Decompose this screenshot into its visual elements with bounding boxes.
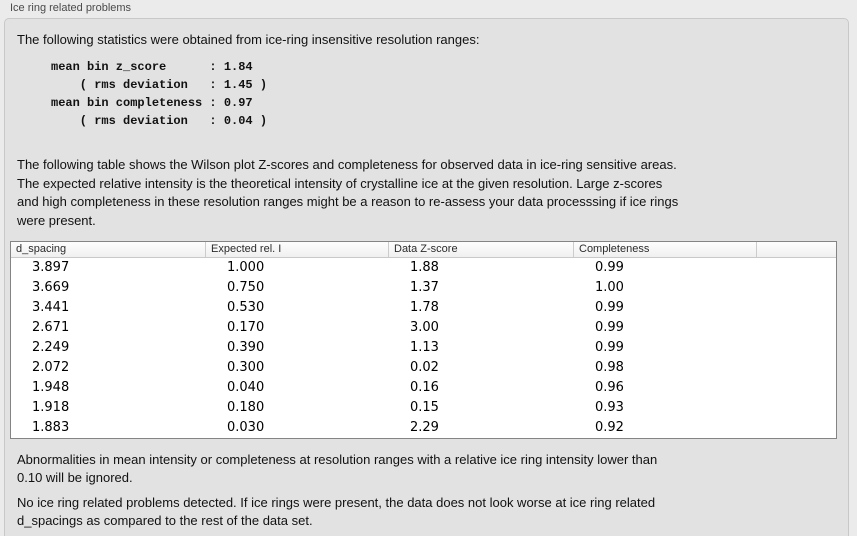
table-cell: 2.249 xyxy=(32,340,70,355)
table-row[interactable]: 1.883 0.030 2.29 0.92 xyxy=(11,418,836,438)
stats-block: mean bin z_score : 1.84 ( rms deviation … xyxy=(51,60,268,128)
table-cell: 3.441 xyxy=(32,300,70,315)
table-cell: 0.390 xyxy=(227,340,265,355)
table-row[interactable]: 2.072 0.300 0.02 0.98 xyxy=(11,358,836,378)
table-cell: 0.92 xyxy=(595,420,624,435)
table-cell: 0.99 xyxy=(595,320,624,335)
table-row[interactable]: 2.671 0.170 3.00 0.99 xyxy=(11,318,836,338)
table-cell: 1.00 xyxy=(595,280,624,295)
table-cell: 1.948 xyxy=(32,380,70,395)
table-row[interactable]: 3.441 0.530 1.78 0.99 xyxy=(11,298,836,318)
table-cell-filler xyxy=(757,358,836,378)
column-header-completeness[interactable]: Completeness xyxy=(574,242,757,257)
table-cell: 0.750 xyxy=(227,280,265,295)
table-cell: 0.530 xyxy=(227,300,265,315)
table-cell-filler xyxy=(757,278,836,298)
table-cell: 0.99 xyxy=(595,300,624,315)
intro-text: The following statistics were obtained f… xyxy=(17,32,480,47)
ice-ring-panel: The following statistics were obtained f… xyxy=(4,18,849,536)
table-body: 3.897 1.000 1.88 0.99 3.669 0.750 1.37 1.00 3.44… xyxy=(11,258,836,438)
table-cell: 1.918 xyxy=(32,400,70,415)
table-cell: 3.669 xyxy=(32,280,70,295)
table-cell: 0.96 xyxy=(595,380,624,395)
table-cell: 0.02 xyxy=(410,360,439,375)
conclusion-text: No ice ring related problems detected. I… xyxy=(17,495,656,528)
table-cell: 3.897 xyxy=(32,260,70,275)
table-cell: 2.671 xyxy=(32,320,70,335)
table-cell: 0.180 xyxy=(227,400,265,415)
table-cell: 0.170 xyxy=(227,320,265,335)
table-cell: 1.88 xyxy=(410,260,439,275)
table-row[interactable]: 1.918 0.180 0.15 0.93 xyxy=(11,398,836,418)
table-cell: 0.300 xyxy=(227,360,265,375)
table-cell: 1.000 xyxy=(227,260,265,275)
table-cell: 2.072 xyxy=(32,360,70,375)
column-header-expected-rel-i[interactable]: Expected rel. I xyxy=(206,242,389,257)
table-row[interactable]: 3.897 1.000 1.88 0.99 xyxy=(11,258,836,278)
ice-ring-table: d_spacing Expected rel. I Data Z-score Comp… xyxy=(10,241,837,439)
table-cell-filler xyxy=(757,298,836,318)
table-cell: 3.00 xyxy=(410,320,439,335)
ignore-threshold-note: Abnormalities in mean intensity or compl… xyxy=(17,452,658,485)
table-cell: 0.16 xyxy=(410,380,439,395)
table-cell: 0.040 xyxy=(227,380,265,395)
table-cell-filler xyxy=(757,318,836,338)
table-row[interactable]: 2.249 0.390 1.13 0.99 xyxy=(11,338,836,358)
table-cell: 1.78 xyxy=(410,300,439,315)
table-cell: 0.030 xyxy=(227,420,265,435)
table-cell: 0.15 xyxy=(410,400,439,415)
table-description: The following table shows the Wilson plo… xyxy=(17,157,679,228)
column-header-d-spacing[interactable]: d_spacing xyxy=(11,242,206,257)
table-row[interactable]: 1.948 0.040 0.16 0.96 xyxy=(11,378,836,398)
table-cell-filler xyxy=(757,398,836,418)
table-cell-filler xyxy=(757,418,836,438)
table-header-row: d_spacing Expected rel. I Data Z-score Comp… xyxy=(11,242,836,258)
table-cell: 0.99 xyxy=(595,340,624,355)
table-cell: 1.883 xyxy=(32,420,70,435)
table-cell: 0.93 xyxy=(595,400,624,415)
column-header-data-z-score[interactable]: Data Z-score xyxy=(389,242,574,257)
column-header-filler xyxy=(757,242,836,257)
table-cell: 0.98 xyxy=(595,360,624,375)
table-cell-filler xyxy=(757,258,836,278)
table-cell: 2.29 xyxy=(410,420,439,435)
table-cell: 0.99 xyxy=(595,260,624,275)
table-cell: 1.13 xyxy=(410,340,439,355)
table-cell: 1.37 xyxy=(410,280,439,295)
table-cell-filler xyxy=(757,338,836,358)
table-row[interactable]: 3.669 0.750 1.37 1.00 xyxy=(11,278,836,298)
groupbox-title: Ice ring related problems xyxy=(10,2,132,14)
table-cell-filler xyxy=(757,378,836,398)
